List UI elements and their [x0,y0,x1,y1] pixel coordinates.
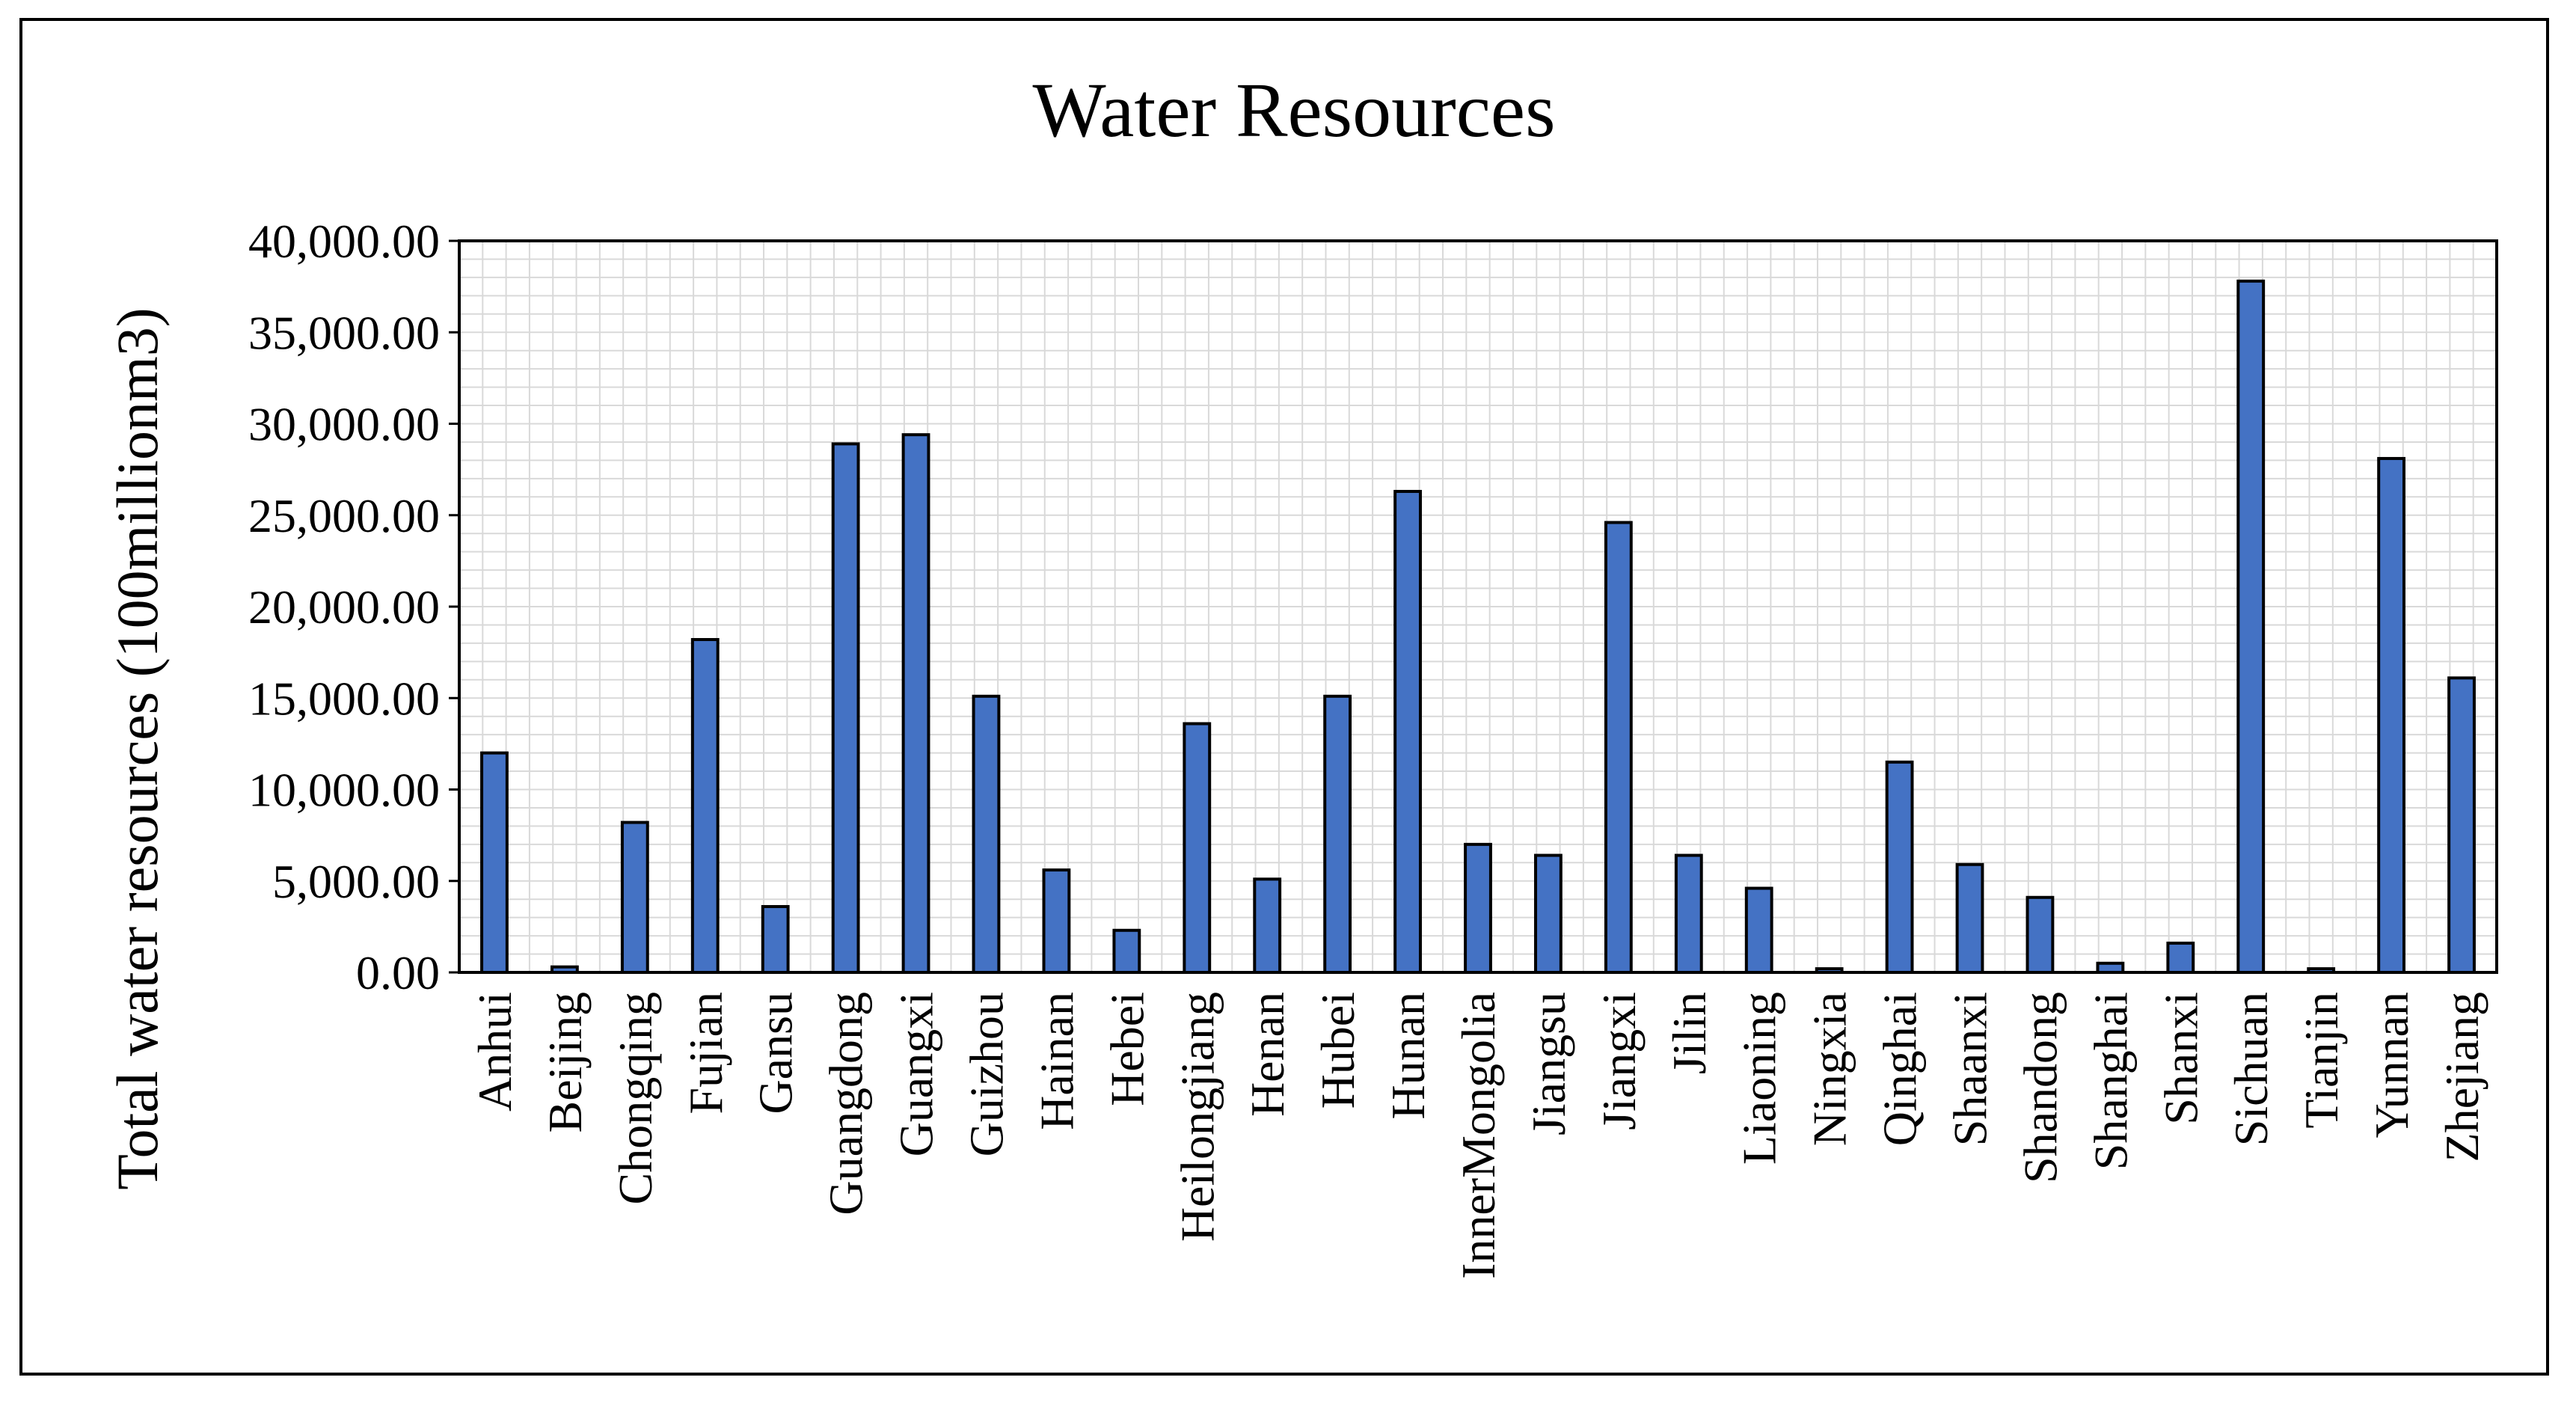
x-tick-label: Qinghai [1874,992,1927,1146]
y-tick-label: 0.00 [356,946,440,999]
bar-hebei [1112,928,1141,975]
bar-fujian [690,638,720,974]
bar-chongqing [620,821,649,975]
y-tick-label: 20,000.00 [248,580,440,634]
bar-shaanxi [1955,862,1984,974]
x-tick-label: Shandong [2014,992,2067,1183]
x-tick-label: Jiangsu [1522,992,1575,1135]
y-tick-label: 35,000.00 [248,306,440,359]
bar-heilongjiang [1183,722,1212,974]
x-tick-label: Zhejiang [2435,992,2488,1162]
y-tick-label: 15,000.00 [248,672,440,725]
y-tick-label: 30,000.00 [248,398,440,451]
x-tick-label: Guangdong [820,992,873,1215]
y-axis-label: Total water resources (100millionm3) [105,307,170,1189]
x-tick-label: Guizhou [960,992,1013,1156]
x-tick-label: Sichuan [2224,992,2278,1146]
bar-hainan [1042,868,1071,974]
x-tick-label: Hebei [1100,992,1153,1106]
bar-qinghai [1885,760,1914,974]
x-tick-label: Beijing [539,992,592,1132]
x-tick-label: Hubei [1311,992,1364,1109]
x-tick-label: Tianjin [2295,992,2348,1129]
y-tick-label: 25,000.00 [248,489,440,542]
bar-henan [1253,877,1282,975]
x-tick-label: Hainan [1030,992,1083,1130]
bar-jilin [1674,853,1703,975]
chart-frame [19,18,2549,1376]
bars [480,279,2476,975]
bar-guangxi [901,433,930,974]
x-tick-label: Gansu [749,992,803,1115]
bar-gansu [761,904,790,974]
bar-sichuan [2236,279,2266,975]
bar-innermongolia [1464,842,1492,974]
bar-yunnan [2377,456,2406,974]
x-tick-label: Shaanxi [1944,992,1997,1146]
y-tick-label: 10,000.00 [248,764,440,817]
bar-jiangxi [1604,521,1633,974]
y-tick-label: 40,000.00 [248,215,440,268]
x-tick-label: Hunan [1381,992,1435,1120]
x-tick-label: Chongqing [609,992,662,1204]
bar-shanxi [2166,941,2195,975]
chart-title: Water Resources [1032,67,1555,153]
x-tick-label: Shanghai [2084,992,2137,1170]
x-tick-label: Heilongjiang [1171,992,1224,1242]
x-tick-label: Anhui [468,992,521,1112]
bar-liaoning [1744,886,1773,975]
y-tick-label: 5,000.00 [272,855,440,908]
bar-hunan [1393,489,1422,974]
x-tick-label: Yunnan [2365,992,2418,1138]
bar-anhui [480,751,509,974]
x-axis-labels: Anhui Beijing Chongqing Fujian Gansu Guangdon… [468,992,2488,1279]
x-tick-label: Ningxia [1803,992,1856,1146]
bar-guizhou [972,694,1001,974]
x-tick-label: InnerMongolia [1452,992,1505,1279]
x-tick-label: Liaoning [1733,992,1786,1165]
x-tick-label: Henan [1241,992,1294,1117]
x-tick-label: Jiangxi [1592,992,1646,1130]
bar-hubei [1323,694,1352,974]
bar-shandong [2025,895,2055,975]
x-tick-label: Guangxi [890,992,943,1156]
x-tick-label: Jilin [1663,992,1716,1074]
x-tick-label: Fujian [679,992,732,1115]
x-tick-label: Shanxi [2154,992,2207,1125]
bar-jiangsu [1534,853,1563,975]
y-axis-ticks: 0.00 5,000.00 10,000.00 15,000.00 20,000.00 2… [248,215,459,999]
bar-guangdong [831,442,860,974]
plot-area-border [458,239,2498,974]
bar-zhejiang [2447,676,2476,974]
